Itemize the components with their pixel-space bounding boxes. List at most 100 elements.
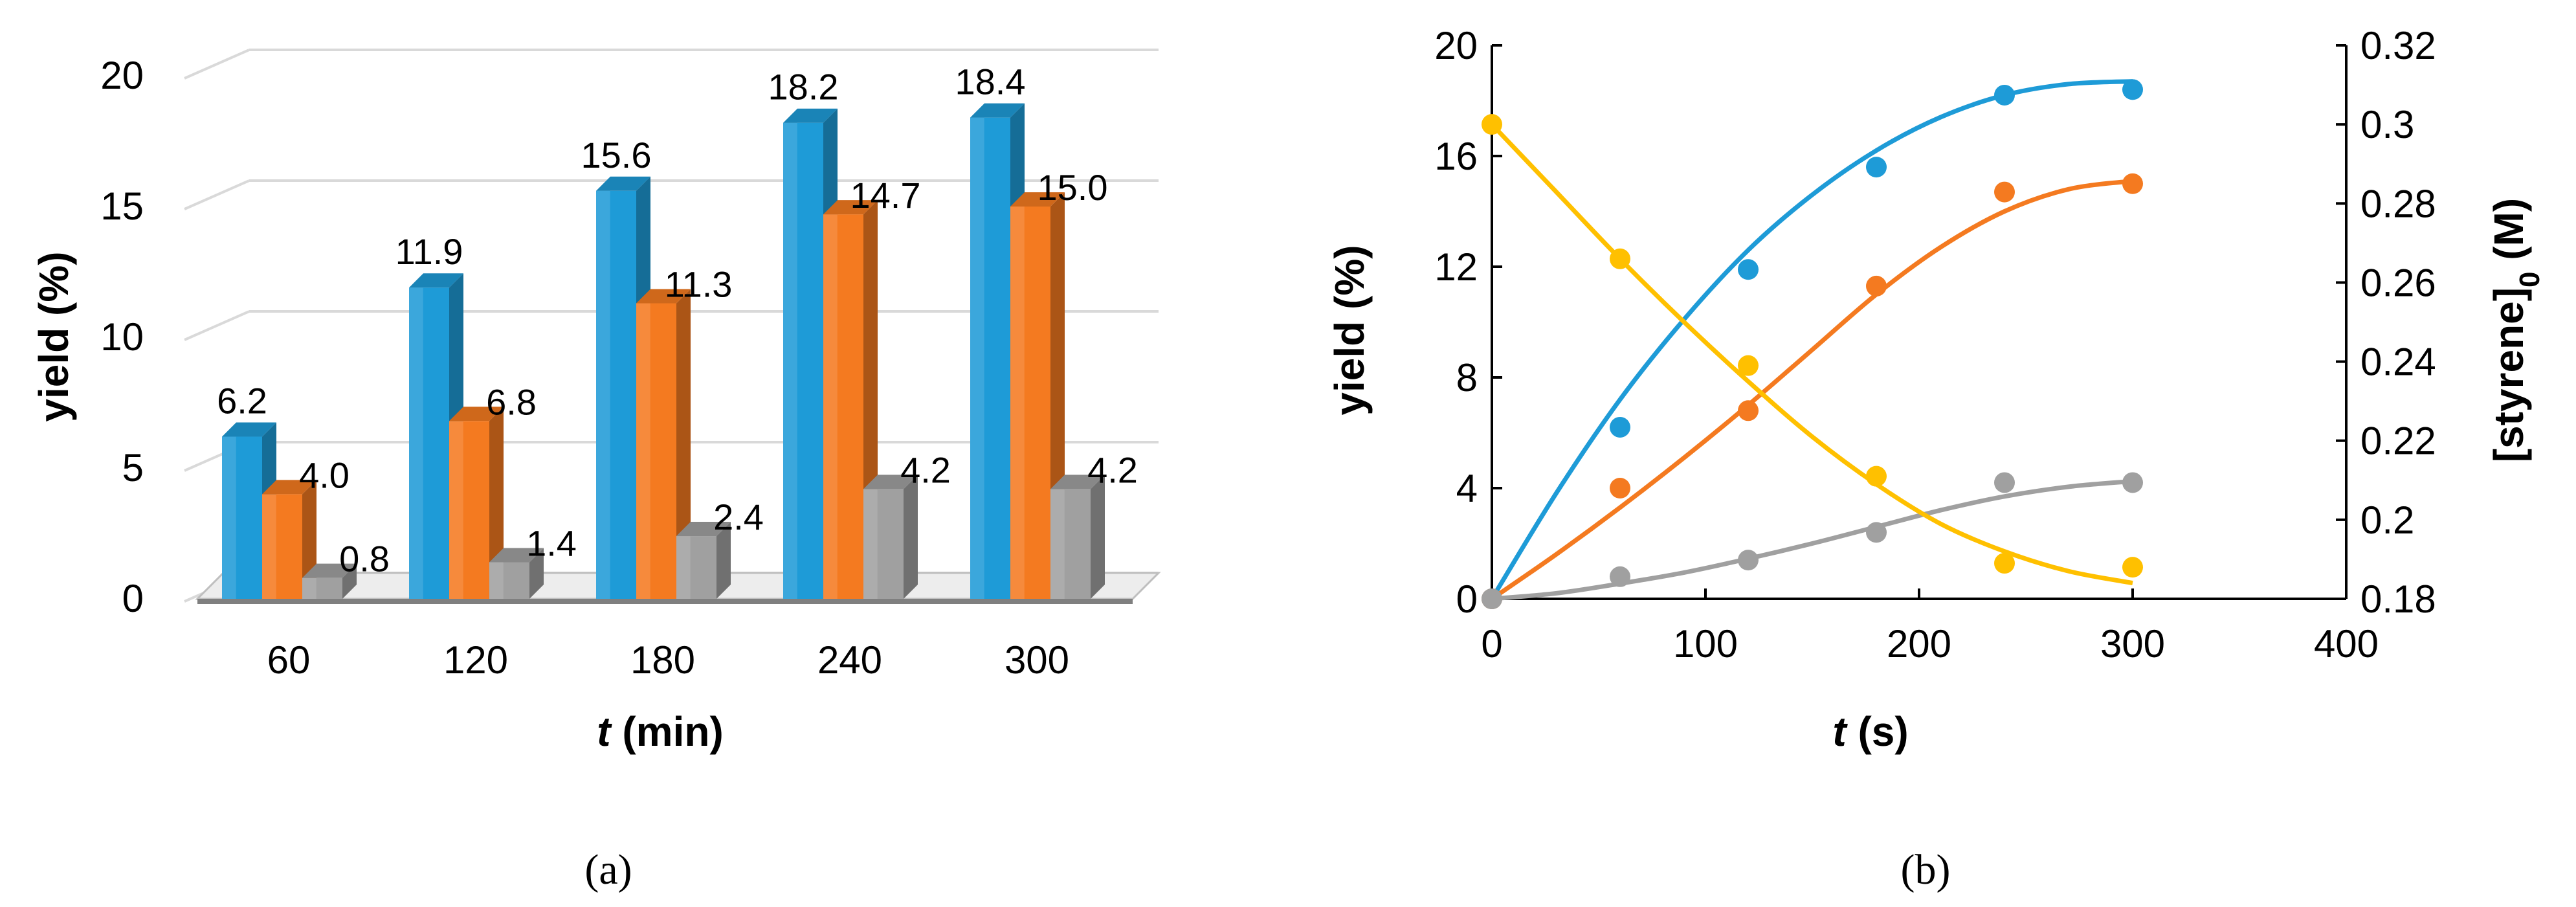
fit-line-blue: [1490, 79, 2133, 600]
bar-top: [489, 548, 544, 563]
bar-highlight: [823, 214, 838, 599]
data-point-yellow: [1738, 355, 1759, 376]
data-point-gray: [1482, 588, 1502, 609]
bar-top: [222, 422, 276, 437]
y2-tick-label: 0.26: [2360, 261, 2436, 304]
y-axis-title: yield (%): [1326, 245, 1373, 415]
data-label: 11.3: [665, 263, 733, 304]
bar-highlight: [449, 421, 463, 599]
x-axis-title-var: t: [597, 708, 612, 755]
gridline-diagonal: [184, 49, 250, 80]
bar-highlight: [489, 562, 504, 599]
y-tick-label: 15: [100, 185, 144, 228]
y2-tick-label: 0.24: [2360, 341, 2436, 384]
x-tick-label: 0: [1481, 622, 1502, 666]
gridline-diagonal: [184, 179, 250, 210]
bar-top: [596, 176, 650, 191]
bar-highlight: [302, 577, 316, 599]
y2-axis-title-main: [styrene]: [2485, 287, 2532, 462]
data-point-yellow: [1994, 553, 2015, 574]
data-label: 18.4: [955, 62, 1026, 102]
bar-top: [970, 103, 1025, 118]
data-point-blue: [1610, 416, 1630, 438]
data-label: 6.2: [217, 381, 267, 421]
x-axis-title: t (min): [597, 708, 724, 755]
gridline-diagonal: [184, 310, 250, 341]
x-tick-label: 120: [443, 638, 508, 682]
bar-highlight: [863, 489, 878, 599]
bar-highlight: [783, 122, 797, 599]
y2-axis-title: [styrene]0 (M): [2485, 198, 2546, 463]
bar-top: [863, 475, 918, 489]
data-label: 14.7: [850, 175, 921, 216]
bar-highlight: [970, 117, 984, 599]
bar-top: [823, 200, 878, 215]
data-point-blue: [1738, 259, 1759, 280]
panel-label: (a): [584, 846, 632, 893]
bar-highlight: [222, 436, 236, 599]
data-point-blue: [1994, 84, 2015, 106]
chart-floor-edge: [197, 599, 1133, 604]
fit-line-gray: [1491, 478, 2133, 601]
data-point-gray: [1994, 472, 2015, 493]
bar-top: [449, 407, 504, 421]
x-tick-label: 400: [2314, 622, 2379, 666]
data-point-gray: [1738, 550, 1759, 571]
data-label: 15.0: [1038, 167, 1108, 208]
y-tick-label: 8: [1456, 356, 1478, 399]
x-axis-title: t (s): [1832, 708, 1908, 755]
bar-side: [1091, 475, 1105, 599]
x-tick-label: 240: [817, 638, 882, 682]
bar-highlight: [676, 536, 691, 599]
data-point-gray: [2122, 472, 2143, 493]
y2-tick-label: 0.3: [2360, 103, 2414, 146]
x-tick-label: 300: [1005, 638, 1069, 682]
y2-tick-label: 0.22: [2360, 420, 2436, 463]
bar-top: [1050, 475, 1105, 489]
bar-highlight: [262, 494, 276, 599]
fit-line-yellow: [1490, 122, 2133, 586]
bar-top: [636, 289, 691, 304]
bar-highlight: [409, 287, 423, 599]
x-tick-label: 300: [2100, 622, 2165, 666]
y-tick-label: 0: [1456, 577, 1478, 621]
x-tick-label: 180: [630, 638, 695, 682]
bar-top: [676, 522, 731, 537]
data-label: 2.4: [713, 497, 764, 537]
data-label: 11.9: [395, 231, 463, 272]
bar-highlight: [1010, 207, 1025, 599]
bar-side: [529, 548, 544, 599]
data-point-gray: [1866, 522, 1887, 543]
data-point-blue: [1866, 157, 1887, 178]
chart-b: 0 4 8 12 16 20 0.18 0.2 0.22 0.24 0.26 0.28 0.3 0.32 0…: [1326, 24, 2546, 893]
x-axis-title-unit: (min): [611, 708, 724, 755]
bar-top: [1010, 192, 1065, 207]
chart-a: 0 5 10 15 20 6.2 4.0 0.8 60 11.9 6.8 1.4 120 15.6 11.3…: [30, 49, 1161, 893]
y-tick-label: 5: [122, 446, 144, 489]
bar-side: [489, 407, 504, 599]
bar-side: [342, 563, 357, 599]
bar-top: [409, 273, 463, 288]
data-point-yellow: [1866, 465, 1887, 487]
data-label: 4.2: [900, 449, 951, 490]
y-tick-label: 20: [1434, 24, 1478, 67]
y-axis-title: yield (%): [30, 251, 77, 421]
data-point-blue: [2122, 79, 2143, 100]
y-tick-label: 0: [122, 577, 144, 620]
y2-tick-label: 0.2: [2360, 498, 2414, 542]
y2-axis-title-unit: (M): [2485, 198, 2532, 272]
bar-top: [783, 108, 838, 123]
y-tick-label: 4: [1456, 467, 1478, 510]
bar-highlight: [1050, 489, 1065, 599]
data-point-gray: [1610, 566, 1630, 587]
panel-label: (b): [1901, 846, 1951, 893]
x-tick-label: 200: [1887, 622, 1951, 666]
bar-side: [716, 522, 731, 599]
data-label: 6.8: [486, 381, 537, 422]
data-point-orange: [1738, 400, 1759, 421]
data-point-yellow: [2122, 557, 2143, 578]
y2-axis-title-sub: 0: [2514, 271, 2546, 287]
data-point-orange: [1610, 478, 1630, 498]
y-tick-label: 16: [1434, 135, 1478, 178]
data-point-yellow: [1482, 114, 1502, 135]
